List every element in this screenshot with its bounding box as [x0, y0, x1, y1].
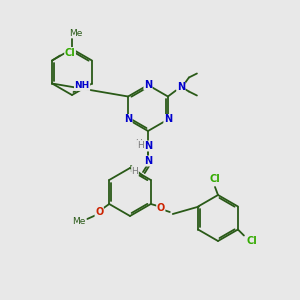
Text: N: N — [164, 115, 172, 124]
Text: N: N — [144, 80, 152, 90]
Text: N: N — [144, 141, 152, 151]
Text: H: H — [136, 140, 143, 149]
Text: Me: Me — [69, 28, 83, 38]
Text: N: N — [124, 115, 132, 124]
Text: Cl: Cl — [247, 236, 257, 247]
Text: O: O — [157, 203, 165, 213]
Text: N: N — [144, 156, 152, 166]
Text: Cl: Cl — [65, 47, 76, 58]
Text: H: H — [132, 167, 138, 176]
Text: Cl: Cl — [210, 174, 220, 184]
Text: H: H — [136, 140, 142, 148]
Text: Me: Me — [73, 218, 86, 226]
Text: O: O — [95, 207, 103, 217]
Text: N: N — [177, 82, 185, 92]
Text: NH: NH — [74, 82, 90, 91]
